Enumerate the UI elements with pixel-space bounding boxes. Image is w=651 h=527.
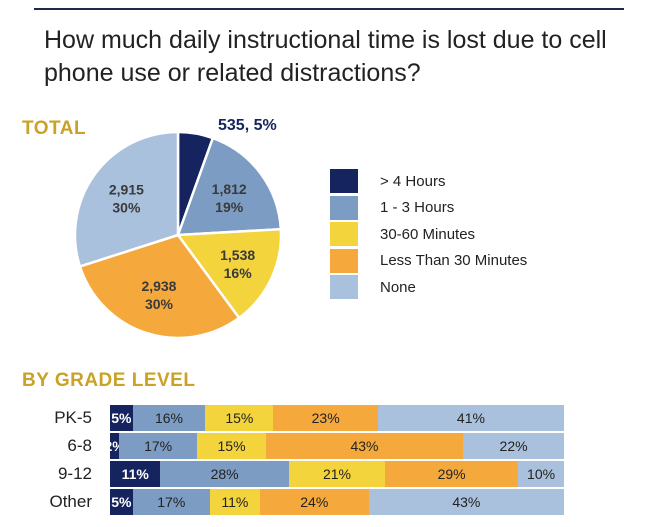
bar-segment: 24% bbox=[259, 489, 369, 515]
pie-label-5-count: 2,915 bbox=[109, 181, 144, 197]
pie-slice-5 bbox=[73, 130, 180, 268]
pie-label-3-percent: 16% bbox=[224, 265, 253, 281]
bar-segment: 15% bbox=[197, 433, 266, 459]
pie-slice-2 bbox=[176, 136, 283, 237]
grade-section-label: BY GRADE LEVEL bbox=[22, 370, 196, 391]
pie-label-5-percent: 30% bbox=[112, 199, 141, 215]
pie-label-3-count: 1,538 bbox=[220, 247, 255, 263]
bar-segment: 28% bbox=[160, 461, 289, 487]
bar-segment: 11% bbox=[110, 461, 161, 487]
pie-label-1: 535, 5% bbox=[218, 117, 277, 134]
chart-title: How much daily instructional time is los… bbox=[44, 26, 607, 87]
bar-segment: 17% bbox=[132, 489, 210, 515]
legend-item-4: Less Than 30 Minutes bbox=[330, 248, 527, 275]
bar-segment: 43% bbox=[368, 489, 564, 515]
bar-segment: 5% bbox=[110, 405, 133, 431]
pie-label-2-percent: 19% bbox=[215, 199, 244, 215]
bar-segment: 23% bbox=[273, 405, 378, 431]
legend-label: Less Than 30 Minutes bbox=[380, 252, 528, 270]
legend-label: > 4 Hours bbox=[380, 172, 446, 190]
bar-category-label: Other bbox=[49, 492, 92, 511]
bar-segment: 11% bbox=[209, 489, 260, 515]
legend-swatch bbox=[330, 169, 358, 194]
legend-item-3: 30-60 Minutes bbox=[330, 221, 527, 248]
pie-label-2-count: 1,812 bbox=[212, 181, 247, 197]
pie-slice-4 bbox=[78, 233, 241, 340]
legend-swatch bbox=[330, 248, 358, 273]
bar-segment: 10% bbox=[518, 461, 564, 487]
pie-label-4-count: 2,938 bbox=[141, 278, 176, 294]
pie-slice-3 bbox=[175, 227, 283, 320]
bar-segment: 2% bbox=[104, 433, 125, 459]
bar-segment: 16% bbox=[132, 405, 206, 431]
bar-segment: 15% bbox=[205, 405, 274, 431]
legend: > 4 Hours 1 - 3 Hours 30-60 Minutes Less Th… bbox=[330, 168, 527, 301]
bar-segment: 5% bbox=[110, 489, 133, 515]
bar-segment: 22% bbox=[463, 433, 564, 459]
legend-swatch bbox=[330, 222, 358, 247]
bar-category-label: PK-5 bbox=[54, 408, 92, 427]
legend-label: 1 - 3 Hours bbox=[380, 199, 455, 217]
legend-swatch bbox=[330, 195, 358, 220]
legend-item-2: 1 - 3 Hours bbox=[330, 195, 527, 222]
bar-segment: 41% bbox=[377, 405, 564, 431]
pie-label-4-percent: 30% bbox=[145, 296, 174, 312]
bar-segment: 21% bbox=[288, 461, 386, 487]
top-divider bbox=[34, 8, 624, 10]
bar-segment: 17% bbox=[119, 433, 198, 459]
bar-segment: 43% bbox=[265, 433, 464, 459]
bar-segment: 29% bbox=[385, 461, 519, 487]
legend-item-1: > 4 Hours bbox=[330, 168, 527, 195]
legend-item-5: None bbox=[330, 274, 527, 301]
bar-category-label: 9-12 bbox=[57, 464, 92, 483]
legend-label: 30-60 Minutes bbox=[380, 225, 476, 243]
total-section-label: TOTAL bbox=[22, 118, 87, 139]
bar-category-label: 6-8 bbox=[67, 436, 92, 455]
legend-label: None bbox=[380, 278, 416, 296]
legend-swatch bbox=[330, 275, 358, 300]
